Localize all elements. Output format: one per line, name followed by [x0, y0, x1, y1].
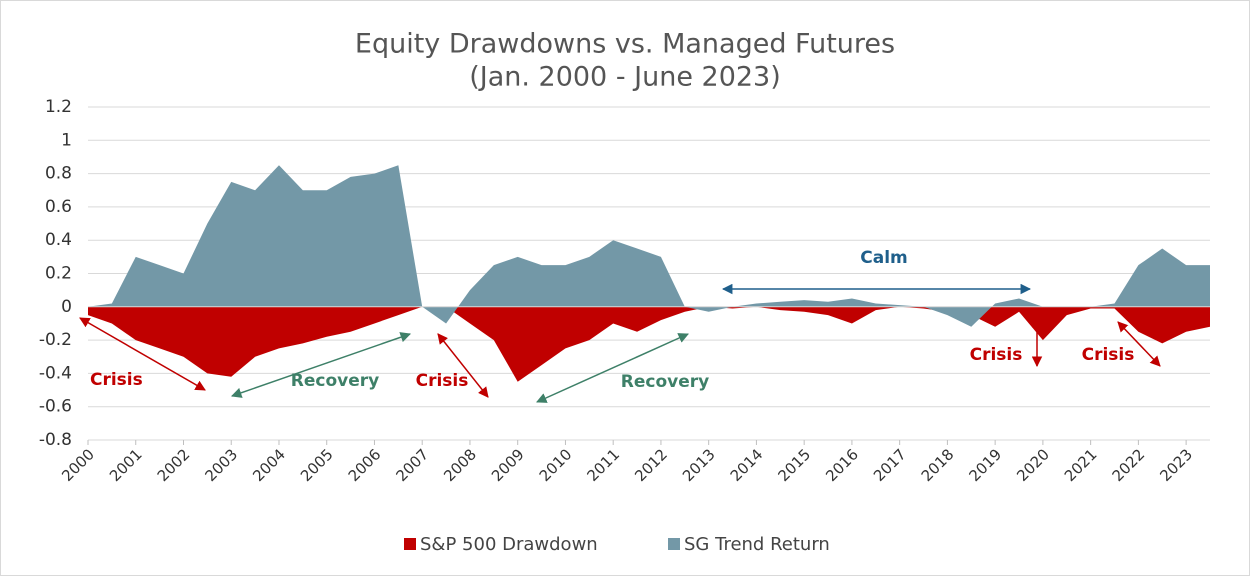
- y-tick-label: 1.2: [45, 97, 72, 117]
- annotation: Crisis: [90, 370, 143, 390]
- annotation: Crisis: [1082, 345, 1135, 365]
- arrow: [536, 333, 689, 403]
- y-tick-label: 0.8: [45, 164, 72, 184]
- legend-swatch: [668, 538, 680, 550]
- y-tick-label: 0.4: [45, 230, 72, 250]
- annotation: Crisis: [970, 345, 1023, 365]
- arrow: [231, 332, 411, 398]
- legend-label: S&P 500 Drawdown: [420, 534, 598, 555]
- legend: S&P 500 Drawdown SG Trend Return: [404, 534, 830, 555]
- chart-title: Equity Drawdowns vs. Managed Futures: [355, 29, 895, 60]
- legend-swatch: [404, 538, 416, 550]
- y-tick-label: -0.2: [39, 330, 72, 350]
- y-tick-label: 0.2: [45, 264, 72, 284]
- areas: [88, 165, 1210, 382]
- arrow: [1117, 321, 1161, 367]
- area: [88, 306, 1210, 382]
- annotation: Calm: [860, 248, 908, 268]
- arrow: [437, 333, 489, 398]
- y-tick-label: -0.4: [39, 363, 72, 383]
- legend-label: SG Trend Return: [684, 534, 830, 555]
- area: [88, 165, 1210, 327]
- annotation: Recovery: [621, 372, 709, 392]
- y-tick-label: -0.6: [39, 397, 72, 417]
- y-tick-label: 0: [61, 297, 72, 317]
- arrow: [79, 317, 206, 391]
- annotation: Recovery: [291, 371, 379, 391]
- annotation: Crisis: [416, 371, 469, 391]
- arrows: [79, 283, 1161, 403]
- y-tick-label: -0.8: [39, 430, 72, 450]
- y-tick-label: 0.6: [45, 197, 72, 217]
- chart-subtitle: (Jan. 2000 - June 2023): [469, 62, 781, 93]
- annotations: Crisis Recovery Crisis Recovery Calm Crisis Cr…: [90, 248, 1134, 392]
- y-tick-label: 1: [61, 130, 72, 150]
